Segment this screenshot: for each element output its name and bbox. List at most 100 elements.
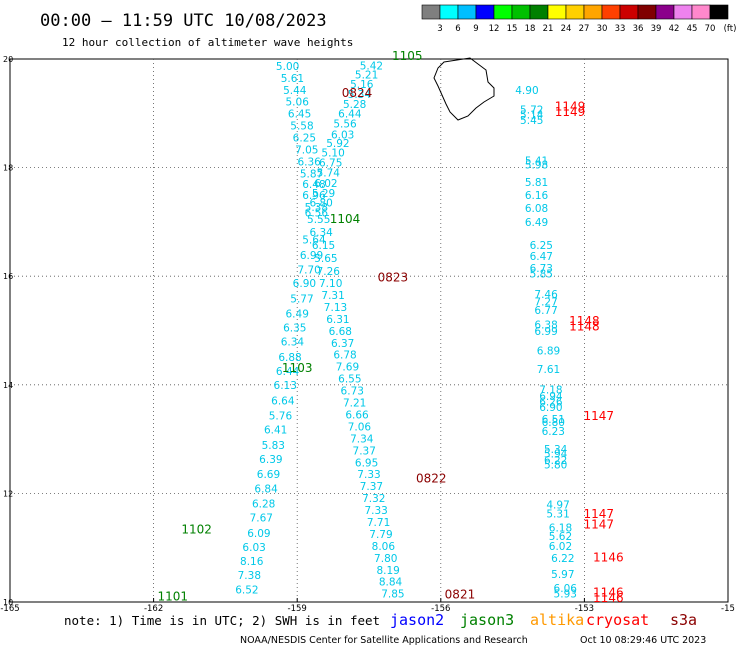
legend-swatch xyxy=(601,4,621,20)
wave-height-value: 5.34 xyxy=(544,444,568,456)
wave-height-value: 6.89 xyxy=(537,345,560,357)
legend-swatch xyxy=(565,4,585,20)
wave-height-value: 4.90 xyxy=(515,85,538,97)
wave-height-value: 6.73 xyxy=(341,386,364,398)
wave-height-value: 6.34 xyxy=(281,337,305,349)
y-tick-label: 20 xyxy=(3,55,13,64)
legend-swatch xyxy=(691,4,711,20)
wave-height-value: 5.74 xyxy=(317,167,341,179)
page-subtitle: 12 hour collection of altimeter wave hei… xyxy=(62,36,353,49)
wave-height-value: 5.29 xyxy=(312,188,335,200)
y-tick-label: 18 xyxy=(3,164,13,173)
legend-swatch xyxy=(637,4,657,20)
legend-swatch xyxy=(673,4,693,20)
legend-swatch xyxy=(547,4,567,20)
wave-height-value: 6.99 xyxy=(300,250,323,262)
wave-height-value: 6.69 xyxy=(257,469,280,481)
wave-height-value: 6.44 xyxy=(338,109,362,121)
legend-tick-label: 24 xyxy=(561,24,572,34)
legend-swatch xyxy=(511,4,531,20)
legend-tick-label: 12 xyxy=(489,24,500,34)
legend-tick-label: 39 xyxy=(651,24,662,34)
color-scale-legend: 3 6 9 12 15 18 21 24 27 30 33 36 39 42 45 70 (ft) xyxy=(421,4,737,34)
wave-height-value: 5.92 xyxy=(326,138,349,150)
pass-time-label: 1148 xyxy=(569,320,600,334)
wave-height-value: 6.94 xyxy=(539,391,563,403)
wave-height-value: 7.37 xyxy=(360,481,383,493)
wave-height-value: 6.56 xyxy=(305,207,329,219)
legend-swatch xyxy=(655,4,675,20)
legend-tick-label: 21 xyxy=(543,24,554,34)
pass-time-label: 1147 xyxy=(583,409,614,423)
wave-height-value: 6.39 xyxy=(259,454,282,466)
satellite-legend-item: jason3 xyxy=(460,611,514,629)
pass-time-label: 1147 xyxy=(583,507,614,521)
wave-height-value: 5.76 xyxy=(269,411,293,423)
pass-time-label: 1149 xyxy=(555,105,586,119)
wave-height-value: 5.21 xyxy=(355,70,378,82)
pass-time-label: 1104 xyxy=(330,212,361,226)
wave-height-value: 5.14 xyxy=(520,110,544,122)
wave-height-value: 5.31 xyxy=(546,508,569,520)
legend-swatch xyxy=(493,4,513,20)
wave-height-value: 6.35 xyxy=(283,323,306,335)
wave-height-value: 6.90 xyxy=(293,278,316,290)
wave-height-value: 6.68 xyxy=(329,326,352,338)
wave-height-value: 6.25 xyxy=(293,133,316,145)
wave-height-value: 5.45 xyxy=(520,115,543,127)
legend-tick-label: 70 xyxy=(705,24,716,34)
wave-height-value: 7.31 xyxy=(321,290,344,302)
wave-height-value: 6.28 xyxy=(252,499,275,511)
wave-height-value: 5.97 xyxy=(551,569,574,581)
wave-height-value: 6.44 xyxy=(276,366,300,378)
wave-height-value: 6.03 xyxy=(242,542,265,554)
satellite-legend: jason2 jason3 altika cryosat s3a xyxy=(390,611,697,629)
legend-tick-label: 9 xyxy=(473,24,478,34)
wave-height-value: 5.98 xyxy=(525,160,548,172)
footer-timestamp: Oct 10 08:29:46 UTC 2023 xyxy=(580,635,706,646)
pass-time-label: 0823 xyxy=(378,271,409,285)
y-tick-label: 14 xyxy=(3,381,13,390)
legend-unit: (ft) xyxy=(724,24,737,34)
wave-height-value: 5.16 xyxy=(350,79,374,91)
wave-height-value: 5.00 xyxy=(276,61,299,73)
legend-tick-label: 30 xyxy=(597,24,608,34)
wave-height-value: 7.26 xyxy=(317,266,341,278)
legend-tick-label: 15 xyxy=(507,24,518,34)
legend-swatch xyxy=(439,4,459,20)
wave-height-value: 5.85 xyxy=(530,268,553,280)
wave-height-value: 5.65 xyxy=(314,253,337,265)
wave-height-value: 6.09 xyxy=(247,528,270,540)
wave-height-value: 6.90 xyxy=(539,402,562,414)
wave-height-value: 6.55 xyxy=(338,374,361,386)
wave-height-value: 6.75 xyxy=(319,158,342,170)
satellite-legend-item: s3a xyxy=(670,611,697,629)
wave-height-value: 6.51 xyxy=(542,414,565,426)
wave-height-value: 5.83 xyxy=(262,440,285,452)
legend-tick-label: 27 xyxy=(579,24,590,34)
y-tick-label: 12 xyxy=(3,489,13,498)
wave-height-value: 5.56 xyxy=(333,118,357,130)
legend-swatch xyxy=(421,4,441,20)
wave-height-value: 6.22 xyxy=(544,455,567,467)
wave-height-value: 7.13 xyxy=(324,302,347,314)
legend-tick-label: 33 xyxy=(615,24,626,34)
grid-lines xyxy=(10,59,728,602)
wave-height-value: 6.34 xyxy=(309,227,333,239)
footer-credit: NOAA/NESDIS Center for Satellite Applica… xyxy=(240,635,528,646)
wave-height-value: 7.80 xyxy=(374,553,397,565)
wave-height-value: 6.15 xyxy=(312,240,335,252)
wave-height-value: 8.06 xyxy=(372,541,396,553)
pass-time-label: 1102 xyxy=(181,523,212,537)
legend-swatch xyxy=(457,4,477,20)
legend-swatch xyxy=(709,4,729,20)
wave-height-value: 5.42 xyxy=(360,60,383,72)
pass-time-label: 1148 xyxy=(569,314,600,328)
pass-time-label: 1146 xyxy=(593,586,624,600)
wave-height-value: 5.80 xyxy=(544,459,567,471)
wave-height-value: 8.84 xyxy=(379,577,403,589)
wave-height-value: 6.18 xyxy=(549,522,572,534)
wave-height-value: 8.19 xyxy=(376,565,399,577)
